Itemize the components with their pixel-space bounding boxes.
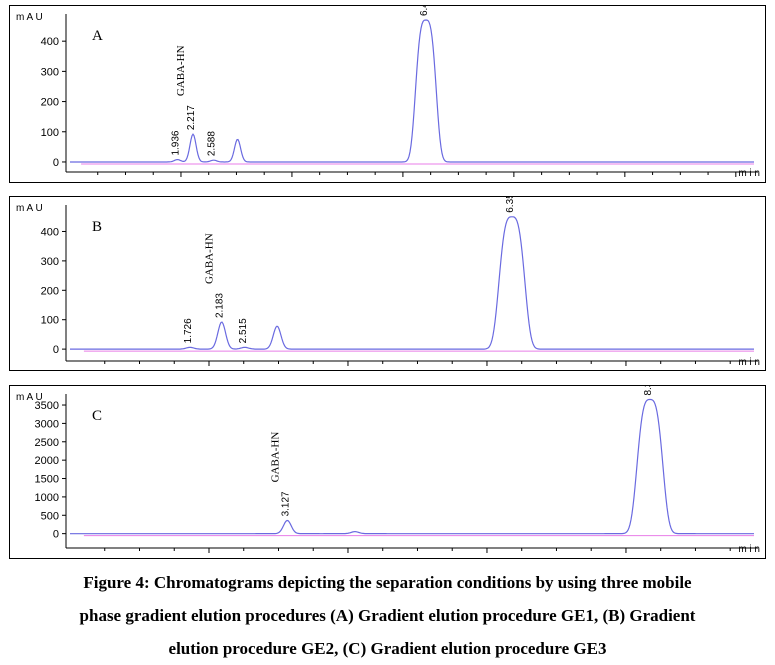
y-unit-label-a: m A U <box>16 12 43 23</box>
peak-label: 2.217 <box>186 105 197 130</box>
y-tick-label: 400 <box>41 226 59 238</box>
peak-label: 2.588 <box>207 131 218 156</box>
peak-label: 1.936 <box>170 130 181 155</box>
chromatogram-trace-c <box>70 398 754 535</box>
y-tick-label: 100 <box>41 127 59 139</box>
peak-label: 3.127 <box>280 491 291 516</box>
y-tick-label: 0 <box>53 157 59 169</box>
compound-label: GABA-HN <box>204 233 216 284</box>
y-tick-label: 400 <box>41 36 59 48</box>
peak-label: 8.345 <box>643 386 654 396</box>
y-unit-label-b: m A U <box>16 203 43 214</box>
x-unit-label-c: m i n <box>738 544 760 555</box>
x-tick-label: 4 <box>289 181 295 182</box>
chromatogram-a-plot: m A U 0 100 200 300 400 2 4 6 8 10 m i n A 1.936 2.217… <box>16 6 760 182</box>
y-tick-label: 300 <box>41 66 59 78</box>
x-tick-label: 10 <box>619 181 631 182</box>
x-tick-label: 8 <box>511 181 517 182</box>
y-tick-label: 0 <box>53 529 59 541</box>
y-tick-label: 200 <box>41 285 59 297</box>
chromatogram-panel-a: m A U 0 100 200 300 400 2 4 6 8 10 m i n A 1.936 2.217… <box>9 5 766 183</box>
figure-caption: Figure 4: Chromatograms depicting the se… <box>0 566 775 665</box>
y-tick-label: 500 <box>41 510 59 522</box>
y-tick-label: 300 <box>41 256 59 268</box>
caption-line-2: phase gradient elution procedures (A) Gr… <box>79 606 696 625</box>
peak-label: 1.726 <box>183 318 194 343</box>
y-tick-label: 1000 <box>35 492 59 504</box>
x-tick-label: 6 <box>484 557 490 558</box>
y-tick-label: 200 <box>41 97 59 109</box>
y-tick-label: 3500 <box>35 400 59 412</box>
x-unit-label-b: m i n <box>738 357 760 368</box>
y-tick-label: 2000 <box>35 455 59 467</box>
peak-label: 2.515 <box>238 318 249 343</box>
x-unit-label-a: m i n <box>738 168 760 179</box>
y-tick-label: 2500 <box>35 437 59 449</box>
panel-letter-a: A <box>92 28 103 44</box>
chromatogram-panel-c: m A U 0 500 1000 1500 2000 2500 3000 3500 2 4 6 8 m i… <box>9 385 766 559</box>
x-tick-label: 4 <box>345 557 351 558</box>
x-tick-label: 2 <box>178 181 184 182</box>
x-tick-label: 2 <box>206 557 212 558</box>
peak-label: 2.183 <box>215 293 226 318</box>
chromatogram-panel-b: m A U01002003004002468m i nB1.7262.183GA… <box>9 196 766 371</box>
y-tick-label: 100 <box>41 315 59 327</box>
compound-label: GABA-HN <box>175 45 187 96</box>
caption-line-1: Figure 4: Chromatograms depicting the se… <box>83 573 692 592</box>
peak-label: 6.359 <box>505 197 516 213</box>
y-tick-label: 1500 <box>35 474 59 486</box>
chromatogram-trace-a <box>70 19 754 163</box>
panel-letter-c: C <box>92 408 102 424</box>
chromatogram-c-plot: m A U 0 500 1000 1500 2000 2500 3000 3500 2 4 6 8 m i… <box>16 386 760 558</box>
x-tick-label: 8 <box>623 557 629 558</box>
peak-label: 6.414 <box>419 6 430 16</box>
chromatogram-b-plot: m A U01002003004002468m i nB1.7262.183GA… <box>16 197 760 368</box>
compound-label: GABA-HN <box>269 432 281 483</box>
y-tick-label: 3000 <box>35 418 59 430</box>
caption-line-3: elution procedure GE2, (C) Gradient elut… <box>168 639 607 658</box>
x-tick-label: 6 <box>400 181 406 182</box>
y-tick-label: 0 <box>53 344 59 356</box>
panel-letter-b: B <box>92 219 102 235</box>
chromatogram-trace-b <box>70 216 754 350</box>
y-unit-label-c: m A U <box>16 392 43 403</box>
